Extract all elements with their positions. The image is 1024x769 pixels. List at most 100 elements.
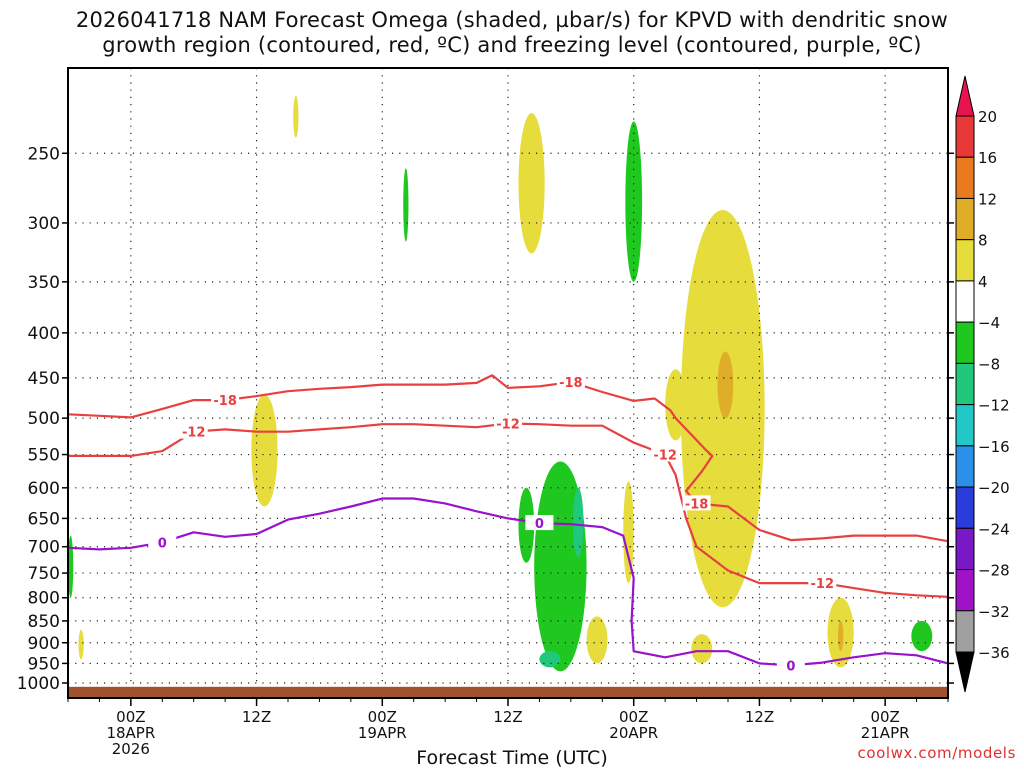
contour-label-bg (682, 495, 711, 511)
contour-label-bg (525, 515, 554, 531)
chart-title-line-2: growth region (contoured, red, ºC) and f… (102, 33, 922, 57)
colorbar-segment (955, 610, 975, 653)
y-tick-label: 350 (28, 273, 60, 293)
y-tick-label: 250 (28, 144, 60, 164)
colorbar-segment (955, 404, 975, 447)
chart-title-line-1: 2026041718 NAM Forecast Omega (shaded, µ… (75, 8, 949, 32)
colorbar-label: −20 (978, 479, 1010, 497)
ground-terrain (68, 686, 948, 698)
y-tick-label: 950 (28, 654, 60, 674)
omega-region-neg (625, 121, 643, 282)
contour-m18 (68, 374, 948, 543)
y-tick-label: 650 (28, 509, 60, 529)
x-tick-label: 19APR (358, 724, 407, 742)
omega-region-pos (78, 629, 84, 660)
x-tick-label: 00Z (619, 708, 648, 726)
omega-region-neg (539, 651, 561, 668)
x-tick-label: 2026 (112, 740, 150, 758)
x-tick-label: 21APR (861, 724, 910, 742)
y-tick-label: 500 (28, 409, 60, 429)
colorbar-label: 20 (978, 108, 997, 126)
contour-label-bg (494, 415, 522, 431)
colorbar-segment (955, 239, 975, 282)
omega-region-pos (838, 620, 844, 652)
y-tick-label: 300 (28, 214, 60, 234)
x-axis-title: Forecast Time (UTC) (416, 747, 608, 769)
colorbar-segment (955, 445, 975, 488)
x-tick-label: 00Z (368, 708, 397, 726)
colorbar-label: −32 (978, 603, 1010, 621)
omega-region-neg (572, 487, 584, 558)
contour-label: -18 (685, 497, 709, 512)
y-tick-label: 800 (28, 589, 60, 609)
colorbar-segment (955, 321, 975, 364)
colorbar-segment (955, 362, 975, 406)
contour-label: 0 (786, 659, 795, 674)
x-tick-label: 20APR (609, 724, 658, 742)
contour-label-bg (556, 374, 585, 390)
colorbar-label: 8 (978, 232, 988, 250)
y-tick-label: 850 (28, 612, 60, 632)
contour-label-bg (211, 392, 240, 408)
contour-label: -12 (496, 417, 520, 432)
omega-region-pos (293, 95, 299, 138)
x-tick-label: 12Z (493, 708, 522, 726)
colorbar-top-arrow (955, 75, 975, 117)
colorbar-segment (955, 486, 975, 529)
omega-region-pos (586, 616, 608, 664)
x-tick-label: 00Z (870, 708, 899, 726)
y-tick-label: 1000 (17, 674, 60, 694)
contour-label-bg (148, 534, 177, 550)
omega-region-pos (691, 634, 713, 664)
omega-region-neg (911, 620, 933, 652)
omega-region-pos (717, 351, 734, 419)
x-tick-label: 18APR (106, 724, 155, 742)
omega-region-pos (251, 394, 278, 507)
contour-m12 (68, 422, 948, 598)
x-tick-label: 00Z (116, 708, 145, 726)
colorbar-segment (955, 115, 975, 158)
y-tick-label: 900 (28, 634, 60, 654)
contour-label: 0 (535, 517, 544, 532)
colorbar-label: −12 (978, 397, 1010, 415)
contour-label: 0 (158, 536, 167, 551)
colorbar-segment (955, 569, 975, 612)
colorbar-label: 4 (978, 273, 988, 291)
contour-label-bg (651, 446, 680, 462)
y-tick-label: 450 (28, 369, 60, 389)
contour-label: -18 (559, 376, 583, 391)
contour-label: -12 (653, 449, 677, 464)
colorbar-bottom-arrow (955, 651, 975, 693)
omega-region-pos (623, 481, 634, 584)
omega-region-neg (68, 535, 74, 598)
x-tick-label: 12Z (745, 708, 774, 726)
credit-watermark: coolwx.com/models (857, 744, 1016, 762)
colorbar-label: −24 (978, 520, 1010, 538)
omega-region-pos (518, 113, 545, 254)
colorbar-label: 16 (978, 149, 997, 167)
colorbar-segment (955, 156, 975, 199)
y-tick-label: 700 (28, 538, 60, 558)
contour-label-bg (776, 657, 805, 673)
colorbar-label: −16 (978, 438, 1010, 456)
colorbar-segment (955, 280, 975, 323)
colorbar-label: −8 (978, 355, 1000, 373)
y-tick-label: 750 (28, 564, 60, 584)
contour-label-bg (808, 575, 837, 591)
colorbar-segment (955, 197, 975, 241)
contour-label-bg (179, 423, 208, 439)
y-tick-label: 550 (28, 446, 60, 466)
y-tick-label: 600 (28, 479, 60, 499)
y-tick-label: 400 (28, 324, 60, 344)
plot-area: -18 -18 -18 -12 -12 -12 -12 0 0 0 (68, 68, 948, 698)
contour-label: -18 (213, 394, 237, 409)
colorbar-label: 12 (978, 190, 997, 208)
colorbar-label: −36 (978, 644, 1010, 662)
colorbar-label: −4 (978, 314, 1000, 332)
colorbar-label: −28 (978, 562, 1010, 580)
x-tick-label: 12Z (242, 708, 271, 726)
colorbar-segment (955, 527, 975, 571)
contour-label: -12 (182, 426, 206, 441)
contour-label: -12 (811, 577, 835, 592)
